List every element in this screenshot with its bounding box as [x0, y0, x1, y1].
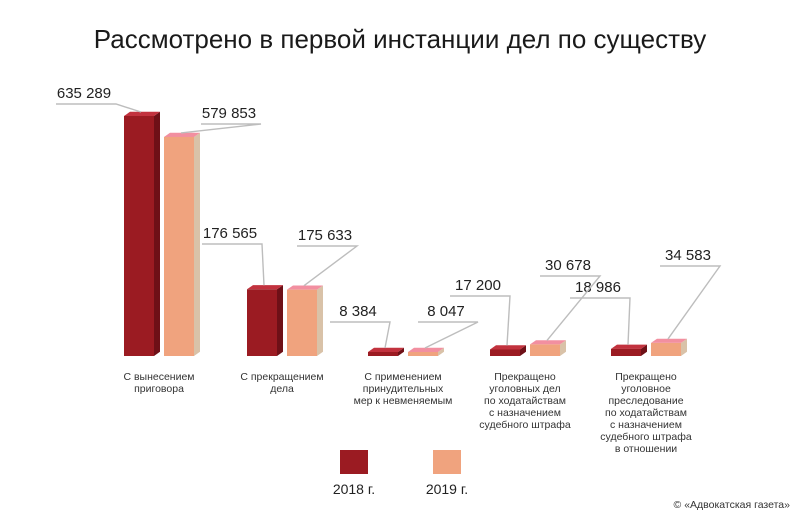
- bar-top-0-2: [368, 347, 404, 352]
- bar-side-1-3: [560, 340, 566, 356]
- bar-side-1-1: [317, 285, 323, 356]
- chart-title: Рассмотрено в первой инстанции дел по су…: [94, 24, 706, 54]
- bar-side-0-4: [641, 344, 647, 356]
- bar-top-1-3: [530, 340, 566, 345]
- leader-line-1-1: [297, 245, 360, 287]
- bar-top-0-1: [247, 285, 283, 290]
- legend-label-2019: 2019 г.: [426, 481, 468, 497]
- bar-top-0-4: [611, 344, 647, 349]
- bars-group: 635 289 176 565 8 384 17 200 18 986 579 853 17…: [56, 85, 722, 455]
- bar-2019-3: [530, 344, 560, 356]
- leader-line-0-0: [56, 103, 142, 113]
- bar-2018-4: [611, 348, 641, 356]
- category-label-3: Прекращено уголовных дел по ходатайствам с …: [479, 371, 571, 431]
- value-label-1-3: 30 678: [545, 257, 591, 274]
- category-label-2: С применением принудительных мер к невменя…: [354, 371, 453, 407]
- leader-line-1-2: [418, 321, 479, 349]
- leader-line-1-3: [540, 275, 602, 341]
- bar-2019-0: [164, 136, 194, 356]
- bar-2018-1: [247, 289, 277, 356]
- value-label-1-1: 175 633: [298, 227, 352, 244]
- bar-2018-0: [124, 116, 154, 356]
- bar-top-1-2: [408, 347, 444, 352]
- source-credit: © «Адвокатская газета»: [674, 499, 791, 511]
- leader-line-0-2: [330, 321, 391, 349]
- bar-2018-3: [490, 349, 520, 356]
- legend-swatch-2019: [433, 450, 461, 474]
- category-label-1: С прекращением дела: [240, 371, 323, 395]
- category-label-4: Прекращено уголовное преследование по ходат…: [600, 371, 692, 455]
- legend: 2018 г. 2019 г.: [333, 450, 468, 497]
- bar-top-0-3: [490, 345, 526, 350]
- leader-line-1-0: [180, 123, 262, 134]
- bar-side-0-3: [520, 345, 526, 356]
- leader-line-1-4: [660, 265, 722, 340]
- leader-line-0-3: [450, 295, 511, 346]
- legend-label-2018: 2018 г.: [333, 481, 375, 497]
- bar-side-0-2: [398, 347, 404, 356]
- bar-side-0-1: [277, 285, 283, 356]
- bar-top-1-0: [164, 132, 200, 137]
- bar-2019-1: [287, 289, 317, 356]
- value-label-0-1: 176 565: [203, 225, 257, 242]
- value-label-1-2: 8 047: [427, 303, 465, 320]
- value-label-1-0: 579 853: [202, 105, 256, 122]
- bar-side-0-0: [154, 111, 160, 356]
- bar-side-1-4: [681, 338, 687, 356]
- bar-2018-2: [368, 352, 398, 356]
- bar-2019-2: [408, 352, 438, 356]
- category-label-0: С вынесением приговора: [123, 371, 194, 395]
- bar-top-0-0: [124, 111, 160, 116]
- value-label-1-4: 34 583: [665, 247, 711, 264]
- bar-top-1-4: [651, 338, 687, 343]
- leader-line-0-1: [202, 243, 265, 286]
- leader-line-0-4: [570, 297, 631, 345]
- value-label-0-0: 635 289: [57, 85, 111, 102]
- bar-2019-4: [651, 342, 681, 356]
- bar-side-1-2: [438, 347, 444, 356]
- value-label-0-4: 18 986: [575, 279, 621, 296]
- bar-side-1-0: [194, 132, 200, 356]
- legend-swatch-2018: [340, 450, 368, 474]
- value-label-0-2: 8 384: [339, 303, 377, 320]
- bar-top-1-1: [287, 285, 323, 290]
- value-label-0-3: 17 200: [455, 277, 501, 294]
